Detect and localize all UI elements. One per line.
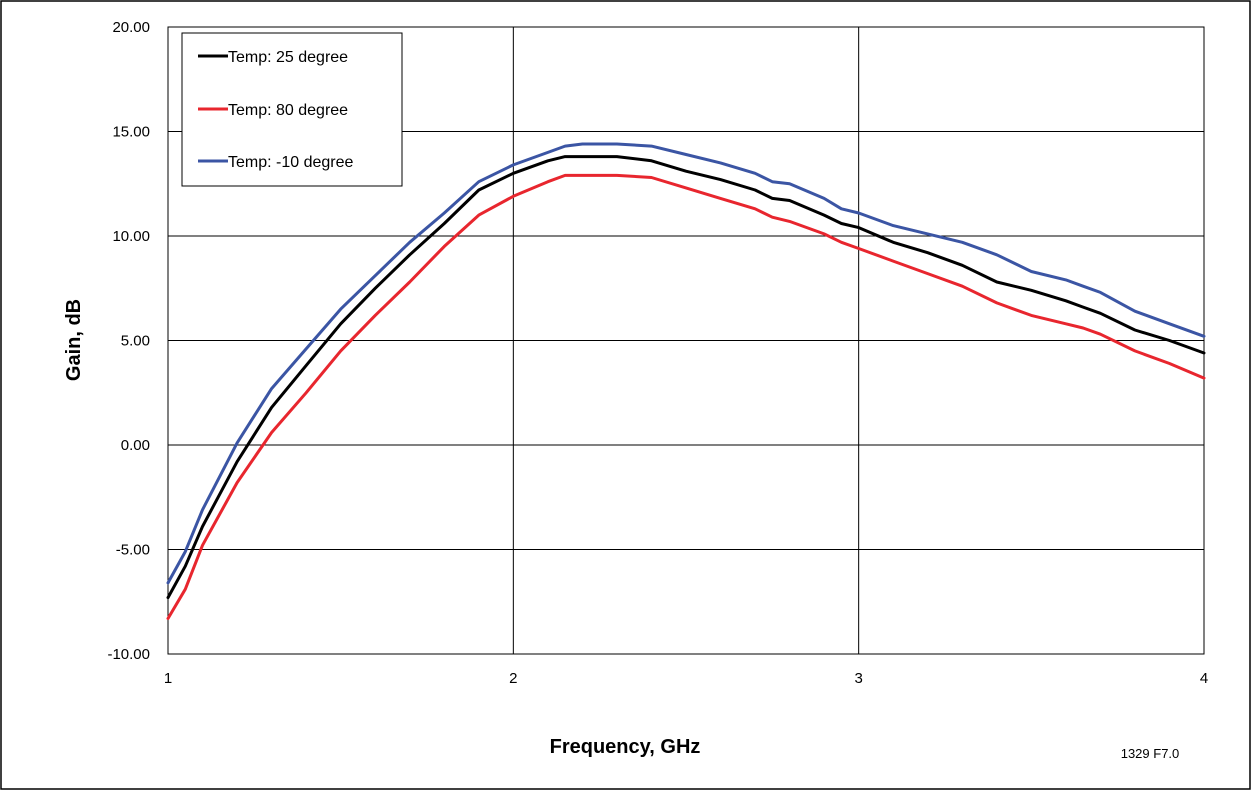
series-line-0 <box>166 155 1206 600</box>
plot-area-border <box>167 26 1205 655</box>
y-tick-label-2: 0.00 <box>121 437 150 454</box>
y-tick-label-6: 20.00 <box>112 19 150 36</box>
x-tick-label-3: 4 <box>1200 670 1208 687</box>
legend-label-80: Temp: 80 degree <box>228 102 348 119</box>
legend: Temp: 25 degree Temp: 80 degree Temp: -1… <box>181 32 403 187</box>
x-axis-title: Frequency, GHz <box>550 736 701 758</box>
x-tick-label-2: 3 <box>854 670 862 687</box>
x-tick-label-1: 2 <box>509 670 517 687</box>
legend-label-25: Temp: 25 degree <box>228 49 348 66</box>
y-tick-label-3: 5.00 <box>121 333 150 350</box>
x-tick-label-0: 1 <box>164 670 172 687</box>
legend-label-minus10: Temp: -10 degree <box>228 154 354 171</box>
series-lines <box>166 142 1206 620</box>
y-tick-label-5: 15.00 <box>112 124 150 141</box>
y-axis-title: Gain, dB <box>63 299 85 381</box>
y-tick-label-4: 10.00 <box>112 228 150 245</box>
tick-labels: -10.00 -5.00 0.00 5.00 10.00 15.00 20.00 1 2 3 4 <box>107 19 1208 687</box>
y-tick-label-1: -5.00 <box>116 542 150 559</box>
series-line-2 <box>166 142 1206 585</box>
figure-id: 1329 F7.0 <box>1121 746 1180 761</box>
y-tick-label-0: -10.00 <box>107 646 150 663</box>
series-line-1 <box>166 173 1206 620</box>
